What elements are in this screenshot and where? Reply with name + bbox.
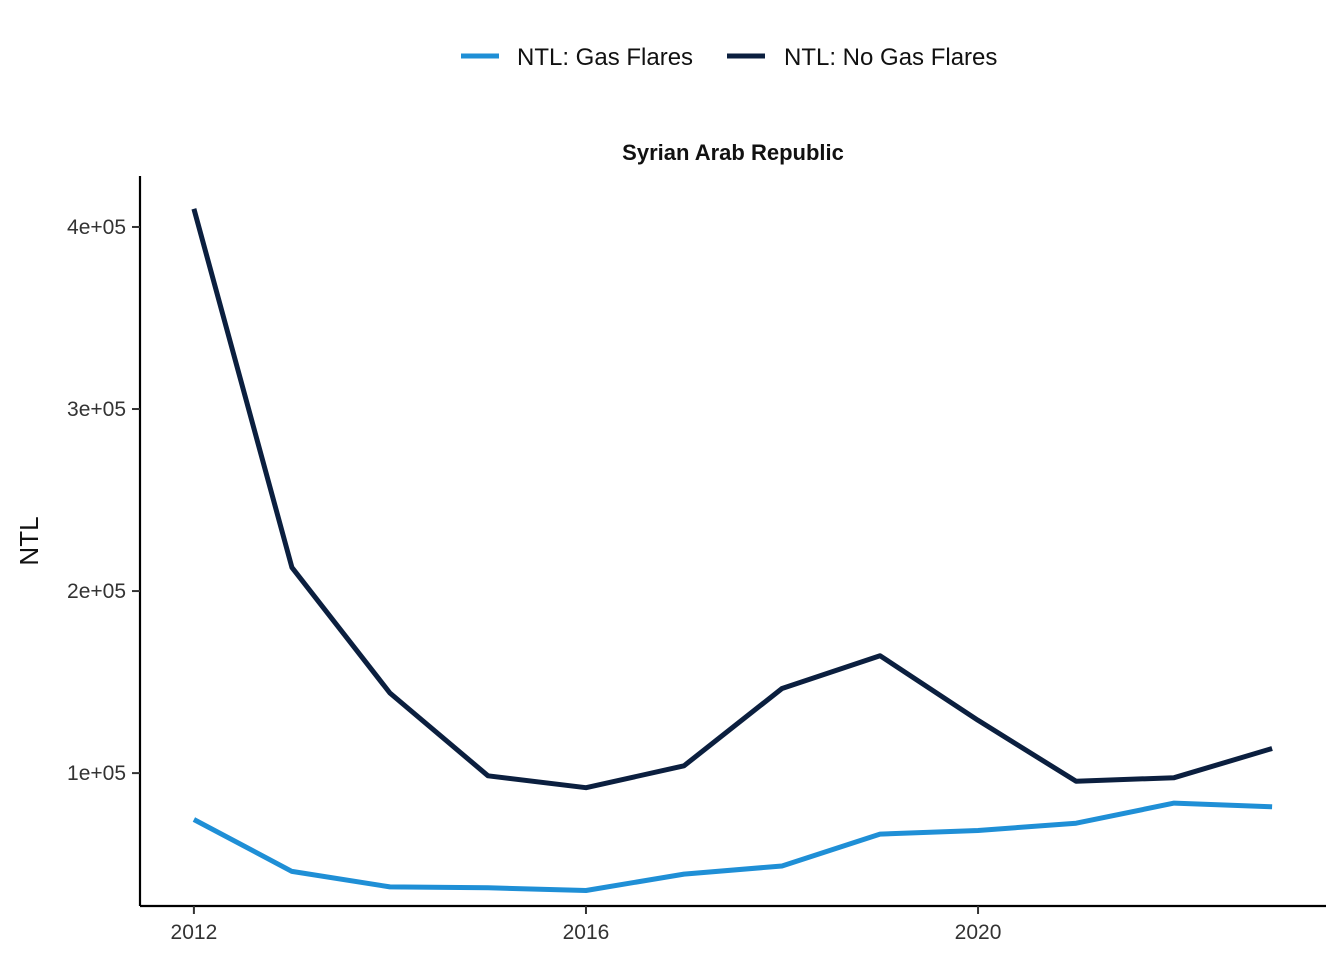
x-tick-label: 2016 xyxy=(563,921,610,944)
legend: NTL: Gas Flares NTL: No Gas Flares xyxy=(461,44,997,71)
x-tick-label: 2012 xyxy=(171,921,218,944)
legend-label-gas-flares: NTL: Gas Flares xyxy=(517,44,693,71)
y-tick-label: 3e+05 xyxy=(67,398,126,421)
y-tick-label: 4e+05 xyxy=(67,216,126,239)
legend-label-no-gas-flares: NTL: No Gas Flares xyxy=(784,44,997,71)
series-line-gas-flares xyxy=(192,800,1273,893)
y-tick-label: 1e+05 xyxy=(67,762,126,785)
x-tick-label: 2020 xyxy=(955,921,1002,944)
series-line-no-gas-flares xyxy=(191,208,1273,791)
y-tick-label: 2e+05 xyxy=(67,580,126,603)
chart-title: Syrian Arab Republic xyxy=(622,140,844,165)
y-axis-title: NTL xyxy=(14,516,44,565)
plot-area: 1e+05 2e+05 3e+05 4e+05 2012 2016 2020 xyxy=(67,176,1326,944)
